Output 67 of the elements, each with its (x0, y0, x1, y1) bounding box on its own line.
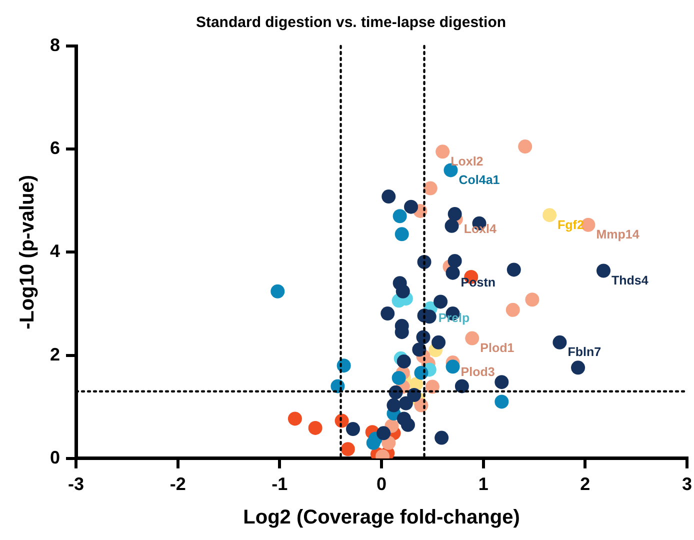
point (400, 418, 415, 432)
point (494, 375, 509, 390)
x-tick-label: 2 (580, 474, 590, 494)
annotation: Prelp (438, 311, 470, 326)
x-tick-label: -1 (272, 474, 288, 494)
y-tick-label: 4 (50, 241, 60, 262)
y-axis-title: -Log10 (p-value) (16, 174, 39, 330)
point (444, 218, 459, 233)
point (288, 412, 302, 426)
x-tick-label: 0 (376, 474, 387, 494)
annotation: Plod1 (480, 340, 514, 355)
annotation: Loxl4 (464, 222, 497, 236)
point (596, 264, 610, 278)
x-tick-label: -3 (68, 474, 84, 494)
point (434, 294, 448, 309)
point (412, 342, 426, 357)
point (448, 207, 462, 222)
point (396, 354, 411, 368)
point (394, 227, 409, 242)
point (571, 360, 586, 375)
annotation: Fbln7 (568, 345, 602, 360)
point (446, 266, 460, 280)
point (542, 208, 557, 222)
annotation: Postn (460, 276, 496, 290)
annotation: Mmp14 (596, 228, 640, 242)
point (346, 422, 360, 436)
point (423, 181, 438, 196)
point (404, 200, 418, 214)
point (434, 430, 449, 445)
y-tick-label: 8 (50, 34, 60, 55)
point (454, 379, 469, 394)
point (525, 292, 540, 307)
point (392, 209, 407, 224)
x-axis-title: Log2 (Coverage fold-change) (243, 506, 520, 529)
point (398, 396, 413, 410)
x-tick-label: 1 (478, 474, 488, 494)
point (396, 284, 410, 298)
annotation: Fgf2 (558, 218, 584, 232)
point (436, 144, 450, 159)
y-tick-label: 6 (50, 138, 60, 158)
y-tick-label: 2 (50, 344, 60, 364)
point (376, 426, 391, 440)
point (518, 140, 532, 154)
point (446, 360, 460, 374)
annotation: Col4a1 (458, 172, 500, 187)
point (425, 380, 440, 394)
x-tick-label: 3 (682, 474, 692, 494)
point (380, 306, 395, 321)
point (506, 262, 521, 277)
point (386, 398, 401, 412)
point (494, 394, 509, 409)
y-tick-label: 0 (50, 447, 60, 468)
point (270, 284, 285, 298)
point (465, 331, 480, 346)
point (382, 190, 396, 204)
point (552, 335, 567, 350)
chart-title: Standard digestion vs. time-lapse digestion (196, 14, 506, 32)
annotation: Loxl2 (450, 154, 484, 168)
annotation: Thds4 (611, 273, 648, 288)
point (506, 302, 520, 317)
point (308, 420, 322, 435)
x-tick-label: -2 (170, 474, 186, 494)
point (432, 335, 446, 350)
point (448, 254, 462, 268)
point (392, 370, 406, 385)
annotation: Plod3 (460, 365, 495, 380)
point (340, 442, 355, 456)
